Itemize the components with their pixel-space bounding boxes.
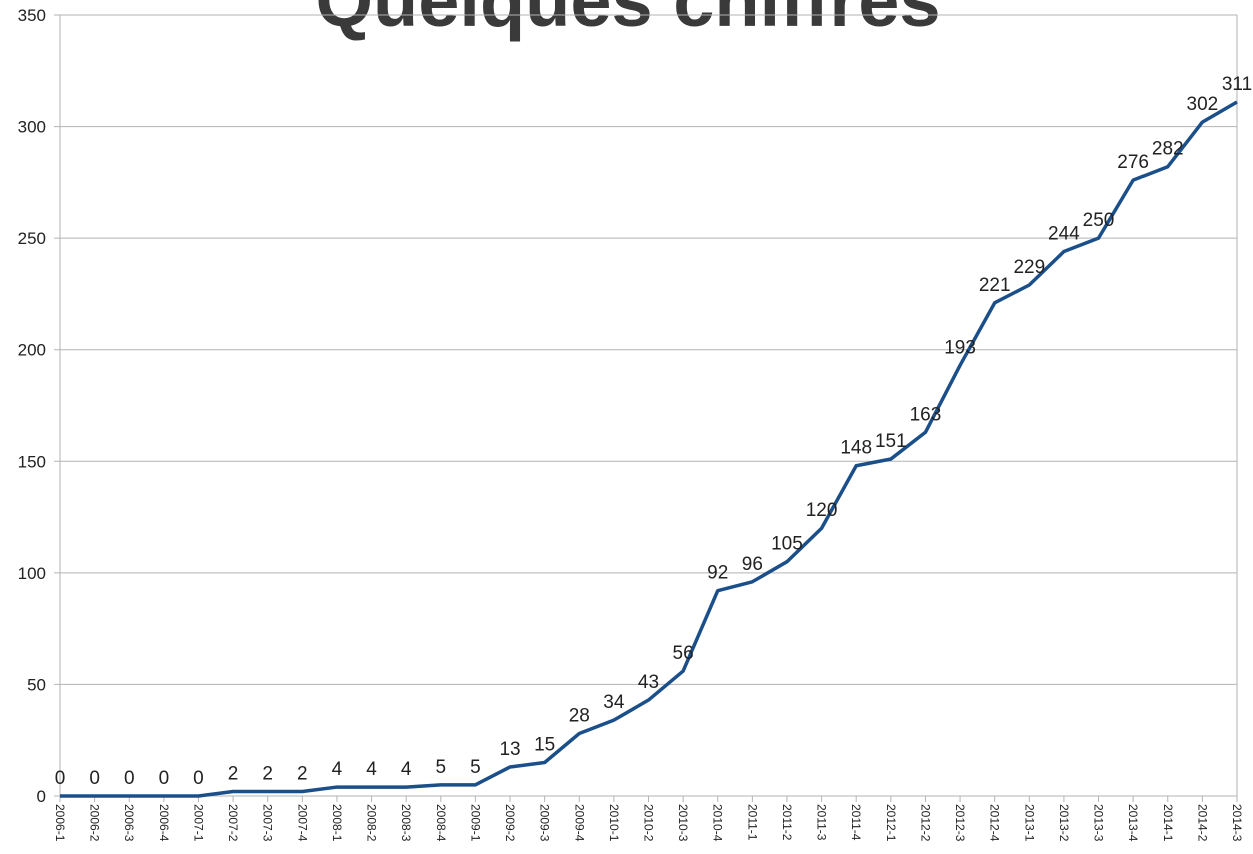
x-tick-label: 2010-4 — [711, 804, 725, 842]
data-label: 4 — [366, 759, 377, 780]
x-tick-label: 2006-3 — [122, 804, 136, 842]
x-tick-label: 2012-3 — [953, 804, 967, 842]
data-label: 5 — [436, 757, 447, 778]
y-tick-label: 150 — [18, 452, 46, 471]
data-label: 105 — [771, 534, 803, 555]
x-tick-label: 2012-1 — [884, 804, 898, 842]
data-label: 5 — [470, 757, 481, 778]
data-label: 0 — [89, 768, 100, 789]
data-label: 56 — [673, 643, 694, 664]
data-label: 151 — [875, 431, 907, 452]
x-tick-label: 2013-4 — [1126, 804, 1140, 842]
x-tick-label: 2014-2 — [1195, 804, 1209, 842]
y-tick-label: 50 — [27, 675, 46, 694]
y-tick-label: 300 — [18, 118, 46, 137]
data-label: 13 — [499, 739, 520, 760]
x-tick-label: 2007-3 — [261, 804, 275, 842]
data-label: 193 — [944, 337, 976, 358]
data-label: 34 — [603, 692, 625, 713]
data-label: 28 — [569, 706, 590, 727]
data-label: 0 — [193, 768, 204, 789]
x-tick-label: 2007-1 — [191, 804, 205, 842]
data-label: 0 — [55, 768, 66, 789]
x-tick-label: 2013-3 — [1092, 804, 1106, 842]
x-tick-label: 2006-1 — [53, 804, 67, 842]
x-tick-label: 2008-4 — [434, 804, 448, 842]
x-tick-label: 2008-3 — [399, 804, 413, 842]
x-tick-label: 2014-3 — [1230, 804, 1244, 842]
x-tick-label: 2012-4 — [988, 804, 1002, 842]
data-label: 221 — [979, 275, 1011, 296]
y-tick-label: 0 — [37, 787, 46, 806]
data-label: 120 — [806, 500, 838, 521]
x-tick-label: 2010-2 — [642, 804, 656, 842]
y-tick-label: 100 — [18, 564, 46, 583]
x-tick-label: 2012-2 — [918, 804, 932, 842]
data-label: 148 — [840, 438, 872, 459]
data-label: 311 — [1222, 74, 1252, 95]
x-tick-label: 2009-4 — [572, 804, 586, 842]
data-label: 2 — [228, 764, 239, 785]
x-tick-label: 2008-2 — [365, 804, 379, 842]
x-tick-label: 2013-2 — [1057, 804, 1071, 842]
chart-title: Quelques chiffres — [315, 0, 940, 42]
x-tick-label: 2007-2 — [226, 804, 240, 842]
data-label: 244 — [1048, 224, 1080, 245]
x-tick-label: 2007-4 — [295, 804, 309, 842]
line-series — [60, 100, 1238, 798]
y-tick-label: 200 — [18, 341, 46, 360]
x-tick-label: 2013-1 — [1022, 804, 1036, 842]
data-label: 2 — [262, 764, 273, 785]
data-label: 2 — [297, 764, 308, 785]
x-tick-label: 2014-1 — [1161, 804, 1175, 842]
x-tick-label: 2011-1 — [745, 804, 759, 841]
data-label: 15 — [534, 735, 555, 756]
x-tick-label: 2010-1 — [607, 804, 621, 842]
data-label: 92 — [707, 563, 728, 584]
data-label: 163 — [910, 404, 942, 425]
x-tick-label: 2006-2 — [88, 804, 102, 842]
data-label: 282 — [1152, 139, 1184, 160]
data-label: 302 — [1187, 94, 1219, 115]
data-label: 0 — [124, 768, 135, 789]
y-tick-label: 350 — [18, 6, 46, 25]
data-label: 43 — [638, 672, 659, 693]
y-tick-label: 250 — [18, 229, 46, 248]
x-tick-label: 2011-4 — [849, 804, 863, 841]
data-label: 276 — [1117, 152, 1149, 173]
data-label: 250 — [1083, 210, 1115, 231]
data-label: 4 — [332, 759, 343, 780]
data-label: 229 — [1013, 257, 1045, 278]
x-tick-label: 2011-2 — [780, 804, 794, 841]
x-tick-label: 2010-3 — [676, 804, 690, 842]
x-tick-label: 2008-1 — [330, 804, 344, 842]
x-tick-label: 2006-4 — [157, 804, 171, 842]
data-label: 4 — [401, 759, 412, 780]
data-label: 96 — [742, 554, 763, 575]
x-tick-label: 2009-2 — [503, 804, 517, 842]
x-tick-label: 2011-3 — [815, 804, 829, 841]
x-tick-label: 2009-3 — [538, 804, 552, 842]
x-tick-label: 2009-1 — [468, 804, 482, 842]
data-label: 0 — [159, 768, 170, 789]
